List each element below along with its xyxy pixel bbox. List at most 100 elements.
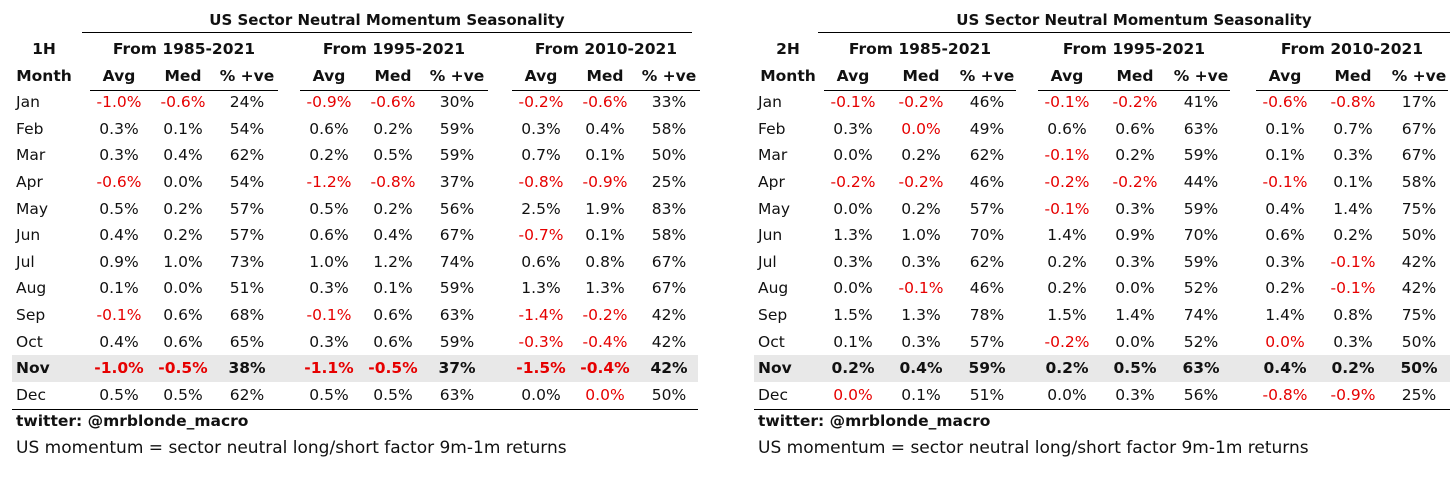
column-header: % +ve xyxy=(1173,66,1229,85)
value-cell: 57% xyxy=(229,226,265,245)
value-cell: 62% xyxy=(229,385,265,404)
value-cell: 0.3% xyxy=(833,119,873,138)
value-cell: 0.5% xyxy=(99,199,139,218)
group-underline xyxy=(300,90,488,92)
value-cell: -0.4% xyxy=(582,332,628,351)
table-title: US Sector Neutral Momentum Seasonality xyxy=(82,8,692,33)
value-cell: 0.3% xyxy=(521,119,561,138)
value-cell: 50% xyxy=(651,385,687,404)
value-cell: 0.0% xyxy=(1115,332,1155,351)
table-row: Jul 0.3% 0.3% 62% 0.2% 0.3% 59% 0.3% -0.1% 42% xyxy=(754,249,1450,276)
value-cell: 0.2% xyxy=(1333,226,1373,245)
value-cell: 51% xyxy=(969,385,1005,404)
value-cell: 0.6% xyxy=(1115,119,1155,138)
value-cell: 59% xyxy=(439,332,475,351)
value-cell: -1.1% xyxy=(304,359,354,378)
value-cell: 73% xyxy=(229,252,265,271)
value-cell: 0.3% xyxy=(1265,252,1305,271)
value-cell: 0.2% xyxy=(163,226,203,245)
value-cell: -0.9% xyxy=(306,93,352,112)
value-cell: -0.1% xyxy=(1330,252,1376,271)
value-cell: 63% xyxy=(439,385,475,404)
half-label: 2H xyxy=(776,40,800,58)
value-cell: 42% xyxy=(650,359,688,378)
value-cell: 1.0% xyxy=(901,226,941,245)
value-cell: 1.5% xyxy=(833,305,873,324)
value-cell: -0.6% xyxy=(582,93,628,112)
value-cell: 0.2% xyxy=(1047,252,1087,271)
value-cell: 0.1% xyxy=(585,146,625,165)
value-cell: 67% xyxy=(651,279,687,298)
value-cell: 0.6% xyxy=(163,332,203,351)
value-cell: 0.3% xyxy=(1333,146,1373,165)
value-cell: 0.1% xyxy=(1265,119,1305,138)
value-cell: 0.2% xyxy=(309,146,349,165)
value-cell: 25% xyxy=(651,172,687,191)
header-row-groups: 1H From 1985-2021 From 1995-2021 From 2010-… xyxy=(12,36,698,63)
value-cell: 57% xyxy=(969,199,1005,218)
table-row: Sep 1.5% 1.3% 78% 1.5% 1.4% 74% 1.4% 0.8% 75% xyxy=(754,302,1450,329)
value-cell: 0.0% xyxy=(833,385,873,404)
column-header: Med xyxy=(374,66,412,85)
value-cell: -1.5% xyxy=(516,359,566,378)
value-cell: 1.5% xyxy=(1047,305,1087,324)
month-cell: Mar xyxy=(16,146,46,165)
value-cell: 59% xyxy=(439,119,475,138)
month-cell: Nov xyxy=(758,359,792,378)
value-cell: 62% xyxy=(969,146,1005,165)
value-cell: 0.2% xyxy=(901,199,941,218)
value-cell: -0.7% xyxy=(518,226,564,245)
table-row: Aug 0.0% -0.1% 46% 0.2% 0.0% 52% 0.2% -0.1% 42% xyxy=(754,275,1450,302)
table-bottom-rule xyxy=(12,409,698,411)
value-cell: 67% xyxy=(651,252,687,271)
value-cell: 52% xyxy=(1183,279,1219,298)
value-cell: 74% xyxy=(1183,305,1219,324)
value-cell: 0.2% xyxy=(901,146,941,165)
value-cell: 0.5% xyxy=(373,385,413,404)
value-cell: 44% xyxy=(1183,172,1219,191)
value-cell: 0.3% xyxy=(1115,385,1155,404)
value-cell: 0.6% xyxy=(1047,119,1087,138)
value-cell: 49% xyxy=(969,119,1005,138)
value-cell: 0.2% xyxy=(373,119,413,138)
table-row: Oct 0.1% 0.3% 57% -0.2% 0.0% 52% 0.0% 0.3% 50% xyxy=(754,329,1450,356)
value-cell: 0.0% xyxy=(833,146,873,165)
value-cell: 0.4% xyxy=(585,119,625,138)
value-cell: 0.1% xyxy=(833,332,873,351)
month-cell: Oct xyxy=(758,332,785,351)
header-row-columns: Month Avg Med % +ve Avg Med % +ve Avg Med % +ve xyxy=(754,63,1450,90)
value-cell: 63% xyxy=(1182,359,1220,378)
value-cell: -0.2% xyxy=(1044,172,1090,191)
month-cell: May xyxy=(16,199,49,218)
value-cell: 57% xyxy=(229,199,265,218)
column-header: Avg xyxy=(836,66,870,85)
value-cell: 0.5% xyxy=(163,385,203,404)
value-cell: 0.4% xyxy=(163,146,203,165)
value-cell: 78% xyxy=(969,305,1005,324)
value-cell: 0.3% xyxy=(833,252,873,271)
value-cell: 0.0% xyxy=(163,279,203,298)
month-cell: Jun xyxy=(758,226,783,245)
value-cell: 0.2% xyxy=(1265,279,1305,298)
value-cell: 0.0% xyxy=(1115,279,1155,298)
month-cell: Feb xyxy=(16,119,44,138)
group-underline xyxy=(90,90,278,92)
month-cell: Jan xyxy=(758,93,782,112)
value-cell: 59% xyxy=(1183,199,1219,218)
value-cell: 59% xyxy=(439,146,475,165)
value-cell: 0.3% xyxy=(901,252,941,271)
value-cell: 63% xyxy=(1183,119,1219,138)
seasonality-table: 2H From 1985-2021 From 1995-2021 From 2010-… xyxy=(754,36,1450,458)
value-cell: -0.1% xyxy=(1330,279,1376,298)
value-cell: 67% xyxy=(1401,146,1437,165)
value-cell: 62% xyxy=(229,146,265,165)
value-cell: -0.1% xyxy=(1044,146,1090,165)
month-cell: Dec xyxy=(758,385,788,404)
table-title: US Sector Neutral Momentum Seasonality xyxy=(818,8,1450,33)
value-cell: 0.3% xyxy=(99,119,139,138)
value-cell: -0.1% xyxy=(1262,172,1308,191)
table-row: Dec 0.0% 0.1% 51% 0.0% 0.3% 56% -0.8% -0.9% 25% xyxy=(754,382,1450,409)
column-header: Med xyxy=(164,66,202,85)
month-cell: Sep xyxy=(16,305,46,324)
value-cell: 0.5% xyxy=(373,146,413,165)
